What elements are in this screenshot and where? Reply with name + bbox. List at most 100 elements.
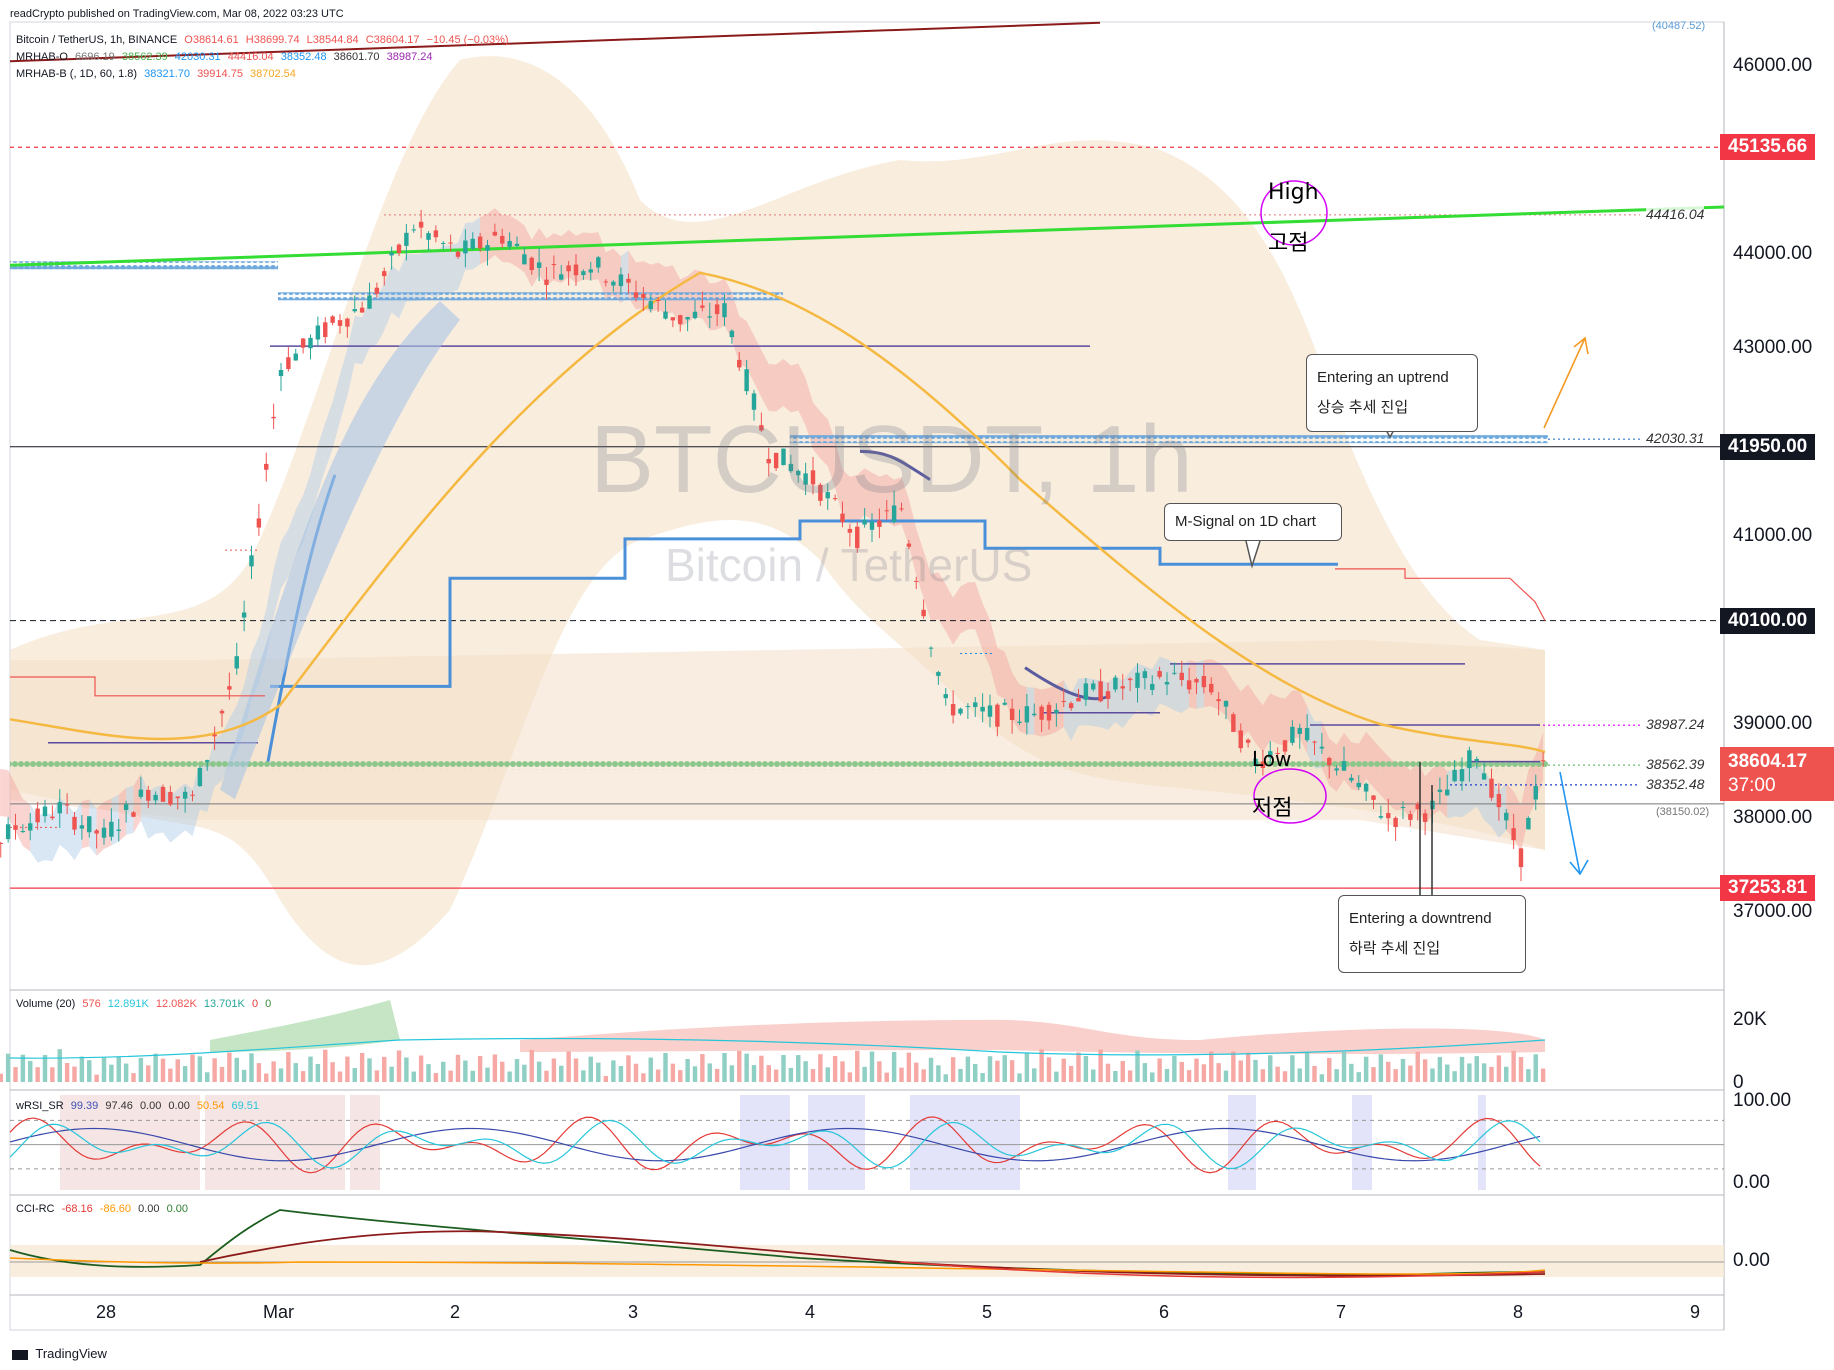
candle-body [42,806,48,817]
candle-body [1304,727,1310,741]
volume-bar [50,1067,55,1082]
candle-body [28,823,33,831]
volume-bar [522,1064,527,1082]
volume-bar [1105,1063,1111,1082]
candle-body [1319,746,1325,749]
mrhab-o-legend: MRHAB-O 6696.19 38562.39 42030.31 44416.… [16,51,437,63]
volume-bar [337,1071,343,1082]
volume-bar [138,1057,144,1082]
candle-body [1009,708,1015,720]
volume-bar [891,1051,897,1082]
volume-bar [641,1073,646,1082]
ema-ribbon-segment [798,363,806,426]
mrhab-b-v1: 39914.75 [197,68,243,80]
candle-body [131,812,136,817]
level-label: 38352.48 [1646,775,1705,792]
candle-body [943,694,948,699]
ema-ribbon-segment [465,222,473,270]
volume-bar [950,1057,956,1082]
candle-body [603,281,609,283]
ema-ribbon-segment [96,801,104,856]
callout-downtrend[interactable]: Entering a downtrend 하락 추세 진입 [1338,895,1526,973]
ema-ribbon-segment [835,440,843,517]
candle-body [411,229,416,231]
volume-bar [1076,1052,1081,1082]
volume-bar [485,1067,490,1082]
volume-bar [227,1052,232,1082]
ema-ribbon-segment [953,586,961,645]
volume-bar [536,1061,542,1082]
volume-bar [374,1070,380,1082]
callout-uptrend[interactable]: Entering an uptrend 상승 추세 진입 [1306,354,1478,432]
price-tick: 41000.00 [1733,525,1813,546]
volume-v3: 13.701K [203,998,245,1010]
candle-body [936,672,941,676]
ema-ribbon-segment [1380,748,1389,804]
callout-msignal[interactable]: M-Signal on 1D chart [1164,503,1342,541]
volume-bar [1533,1054,1538,1082]
volume-bar [995,1060,1000,1082]
volume-bar [1253,1059,1258,1082]
candle-body [20,831,26,833]
candle-body [470,238,475,249]
candle-body [72,816,77,830]
candle-body [153,794,158,801]
tradingview-logo-icon [12,1349,28,1360]
ema-ribbon-segment [391,265,399,319]
candle-body [551,264,557,266]
ema-ribbon-segment [1203,659,1212,708]
callout-msignal-en: M-Signal on 1D chart [1175,513,1316,530]
candle-body [1068,703,1074,709]
ema-ribbon-segment [340,348,348,422]
volume-v0: 576 [82,998,101,1010]
ema-ribbon-segment [739,315,747,369]
ema-ribbon-segment [52,797,60,862]
candle-body [227,686,232,690]
time-tick: 6 [1159,1302,1170,1322]
volume-bar [670,1063,676,1082]
watermark-name: Bitcoin / TetherUS [665,539,1033,591]
ema-ribbon-segment [1344,732,1352,790]
volume-bar [573,1058,579,1082]
callout-uptrend-ko: 상승 추세 진입 [1317,399,1409,416]
candle-body [1452,769,1457,782]
ema-ribbon-segment [546,233,554,286]
candle-body [1164,681,1170,685]
ema-ribbon-segment [576,232,584,283]
ema-ribbon-segment [317,422,326,493]
candle-body [315,325,321,340]
volume-bar [1054,1071,1059,1082]
blue-down-arrowhead [1569,859,1589,876]
candle-body [1504,812,1509,821]
candle-body [87,816,92,833]
price-tag: 37253.81 [1720,875,1816,902]
candle-body [337,320,343,326]
mrhab-b-legend: MRHAB-B (, 1D, 60, 1.8) 38321.70 39914.7… [16,68,300,80]
ema-ribbon-segment [524,225,532,287]
candle-body [1157,671,1162,677]
candle-body [492,231,498,236]
volume-bar [330,1062,335,1082]
candle-body [1540,760,1546,762]
m-signal-1d [270,519,1338,688]
candle-body [146,789,151,801]
candle-body [1290,726,1295,743]
volume-bar [389,1066,394,1082]
volume-bar [477,1055,483,1082]
volume-bar [293,1063,298,1082]
candle-body [138,789,144,797]
candle-body [1467,750,1472,769]
volume-bar [514,1059,520,1082]
symbol-line: Bitcoin / TetherUS, 1h, BINANCE [16,34,178,46]
ema-ribbon-segment [1218,662,1226,716]
callout-msignal-pointer [1245,540,1261,569]
ema-ribbon-segment [1498,783,1507,839]
ema-ribbon-segment [15,784,23,847]
ema-ribbon-segment [288,509,296,577]
volume-bar [1304,1051,1310,1082]
volume-bar [1415,1051,1420,1082]
volume-bar [1150,1072,1155,1082]
ema-ribbon-segment [908,498,917,576]
volume-v1: 12.891K [107,998,149,1010]
